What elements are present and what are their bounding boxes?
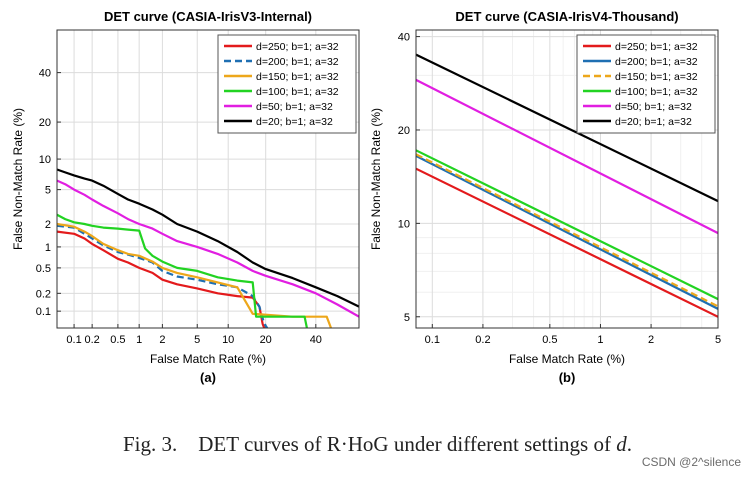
y-tick-label: 0.5 — [36, 263, 51, 275]
det-figure: 0.1 0.2 0.5 1 2 5 10 20 400.10.20.5125102040DET … — [11, 9, 721, 385]
caption-variable: d — [616, 432, 627, 456]
series-group — [416, 53, 718, 318]
series-line-6 — [57, 168, 359, 308]
series-line-3 — [57, 222, 333, 328]
legend-label: d=50; b=1; a=32 — [256, 101, 333, 113]
x-tick-label: 0.2 — [84, 334, 99, 346]
series-line-5 — [57, 179, 359, 318]
y-tick-label: 0.1 — [36, 306, 51, 318]
plot-frame — [56, 29, 360, 329]
legend: d=250; b=1; a=32 d=200; b=1; a=32 d=150; b… — [576, 34, 716, 134]
legend-box — [576, 34, 716, 134]
series-line-4 — [416, 149, 718, 301]
caption-suffix: . — [626, 432, 632, 456]
y-tick-label: 10 — [39, 154, 51, 166]
legend-label: d=20; b=1; a=32 — [615, 116, 692, 128]
series-line-3 — [416, 153, 718, 308]
y-tick-label: 20 — [39, 117, 51, 129]
legend-label: d=150; b=1; a=32 — [256, 71, 339, 83]
x-tick-label: 1 — [597, 334, 603, 346]
x-tick-label: 20 — [260, 334, 272, 346]
legend-label: d=200; b=1; a=32 — [256, 56, 339, 68]
panel-label: (b) — [559, 370, 576, 385]
x-tick-label: 5 — [194, 334, 200, 346]
y-tick-label: 5 — [404, 312, 410, 324]
series-group — [57, 168, 359, 328]
legend-label: d=50; b=1; a=32 — [615, 101, 692, 113]
x-tick-label: 0.2 — [475, 334, 490, 346]
legend-label: d=20; b=1; a=32 — [256, 116, 333, 128]
x-tick-label: 10 — [222, 334, 234, 346]
watermark: CSDN @2^silence — [641, 455, 741, 469]
x-tick-label: 0.1 — [425, 334, 440, 346]
x-tick-label: 2 — [648, 334, 654, 346]
figure-caption: Fig. 3. DET curves of R·HoG under differ… — [0, 432, 755, 457]
x-tick-label: 2 — [159, 334, 165, 346]
series-line-5 — [416, 78, 718, 235]
x-tick-label: 1 — [136, 334, 142, 346]
series-line-2 — [416, 154, 718, 310]
chart-panel-1: 0.1 0.2 0.5 1 2 5 10 20 400.10.20.5125102040DET … — [11, 9, 360, 385]
y-tick-label: 5 — [45, 185, 51, 197]
x-tick-label: 40 — [310, 334, 322, 346]
caption-text: DET curves of R·HoG under different sett… — [198, 432, 611, 456]
y-tick-label: 1 — [45, 242, 51, 254]
panel-label: (a) — [200, 370, 216, 385]
x-tick-label: 0.5 — [542, 334, 557, 346]
y-tick-label: 2 — [45, 219, 51, 231]
chart-title: DET curve (CASIA-IrisV4-Thousand) — [455, 9, 678, 24]
chart-panel-2: 0.1 0.2 0.5 1 2 5 5 10 20 40 DET curve (CASIA-Iris… — [369, 9, 721, 385]
y-axis-label: False Non-Match Rate (%) — [11, 108, 25, 250]
legend-label: d=100; b=1; a=32 — [615, 86, 698, 98]
legend-box — [217, 34, 357, 134]
series-line-6 — [416, 53, 718, 203]
chart-title: DET curve (CASIA-IrisV3-Internal) — [104, 9, 312, 24]
y-axis-label: False Non-Match Rate (%) — [369, 108, 383, 250]
caption-prefix: Fig. 3. — [123, 432, 178, 456]
series-line-1 — [416, 167, 718, 318]
x-axis-label: False Match Rate (%) — [150, 352, 266, 366]
x-axis-label: False Match Rate (%) — [509, 352, 625, 366]
y-tick-label: 40 — [398, 32, 410, 44]
x-tick-label: 0.5 — [110, 334, 125, 346]
legend-label: d=200; b=1; a=32 — [615, 56, 698, 68]
plot-frame — [415, 29, 719, 329]
legend-label: d=250; b=1; a=32 — [256, 41, 339, 53]
legend: d=250; b=1; a=32 d=200; b=1; a=32 d=150; b… — [217, 34, 357, 134]
x-tick-label: 0.1 — [66, 334, 81, 346]
y-tick-label: 20 — [398, 125, 410, 137]
series-line-4 — [57, 213, 308, 328]
x-tick-label: 5 — [715, 334, 721, 346]
y-tick-label: 40 — [39, 68, 51, 80]
y-tick-label: 10 — [398, 218, 410, 230]
legend-label: d=250; b=1; a=32 — [615, 41, 698, 53]
legend-label: d=150; b=1; a=32 — [615, 71, 698, 83]
legend-label: d=100; b=1; a=32 — [256, 86, 339, 98]
y-tick-label: 0.2 — [36, 288, 51, 300]
